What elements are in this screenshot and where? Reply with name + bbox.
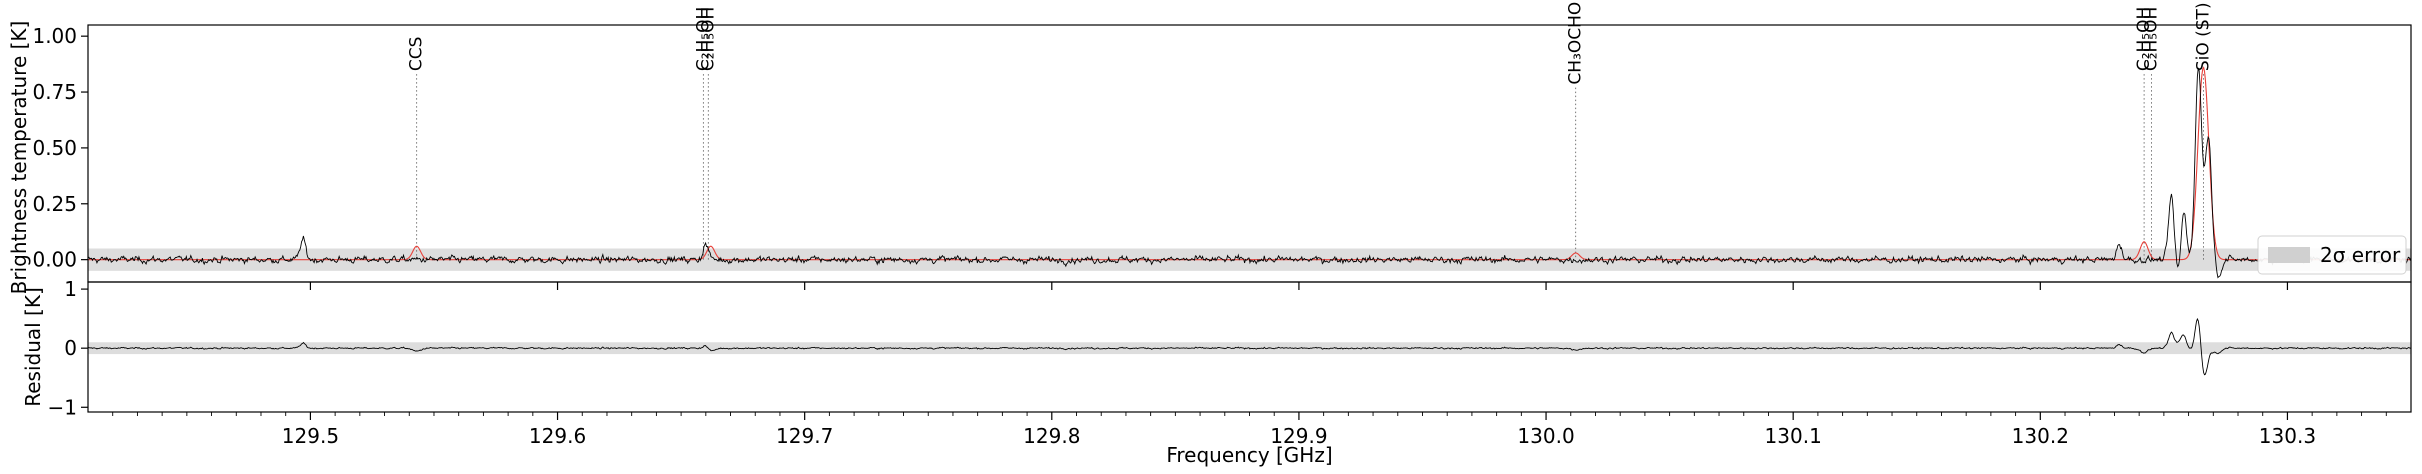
spectrum-ytick-label-2: 0.50	[32, 136, 77, 160]
residual-y-axis-label: Residual [K]	[21, 287, 45, 407]
observed-spectrum-line	[88, 67, 2411, 279]
xtick-label-8: 130.3	[2259, 424, 2316, 448]
line-label-5: C₂H₅OH	[2142, 7, 2162, 71]
xtick-label-1: 129.6	[529, 424, 586, 448]
residual-panel: −1 0 1 129.5 129.6 129.7 129.8 129.9 130.0 130.1 1…	[48, 277, 2412, 448]
line-label-2: C₂H₅OH	[698, 7, 718, 71]
spectrum-ytick-label-1: 0.25	[32, 192, 77, 216]
residual-ytick-label-1: 0	[64, 336, 77, 360]
xtick-label-7: 130.2	[2012, 424, 2069, 448]
line-label-4: C₂H₅OH	[2134, 7, 2154, 71]
line-label-0: CCS	[407, 37, 427, 72]
residual-ytick-label-2: 1	[64, 277, 77, 301]
spectrum-ytick-label-0: 0.00	[32, 248, 77, 272]
spectrum-ytick-label-3: 0.75	[32, 80, 77, 104]
xtick-label-0: 129.5	[282, 424, 339, 448]
spectrum-ytick-label-4: 1.00	[32, 24, 77, 48]
xtick-label-3: 129.8	[1023, 424, 1080, 448]
legend-swatch	[2268, 247, 2310, 263]
spectrum-y-axis-label: Brightness temperature [K]	[7, 21, 31, 295]
model-spectrum-line	[88, 66, 2411, 261]
legend-box	[2257, 235, 2407, 275]
line-label-1: C₂H₅OH	[693, 7, 713, 71]
xtick-label-4: 129.9	[1270, 424, 1327, 448]
residual-line	[88, 317, 2411, 376]
frequency-x-axis-label: Frequency [GHz]	[1166, 443, 1332, 467]
residual-ytick-label-0: −1	[48, 395, 77, 419]
line-label-3: CH₃OCHO	[1566, 2, 1586, 85]
line-label-6: SiO (ST)	[2193, 2, 2213, 71]
legend-label: 2σ error	[2320, 243, 2401, 267]
xtick-label-2: 129.7	[776, 424, 833, 448]
xtick-label-6: 130.1	[1765, 424, 1822, 448]
xtick-label-5: 130.0	[1517, 424, 1574, 448]
spectrum-frame	[87, 24, 2412, 283]
